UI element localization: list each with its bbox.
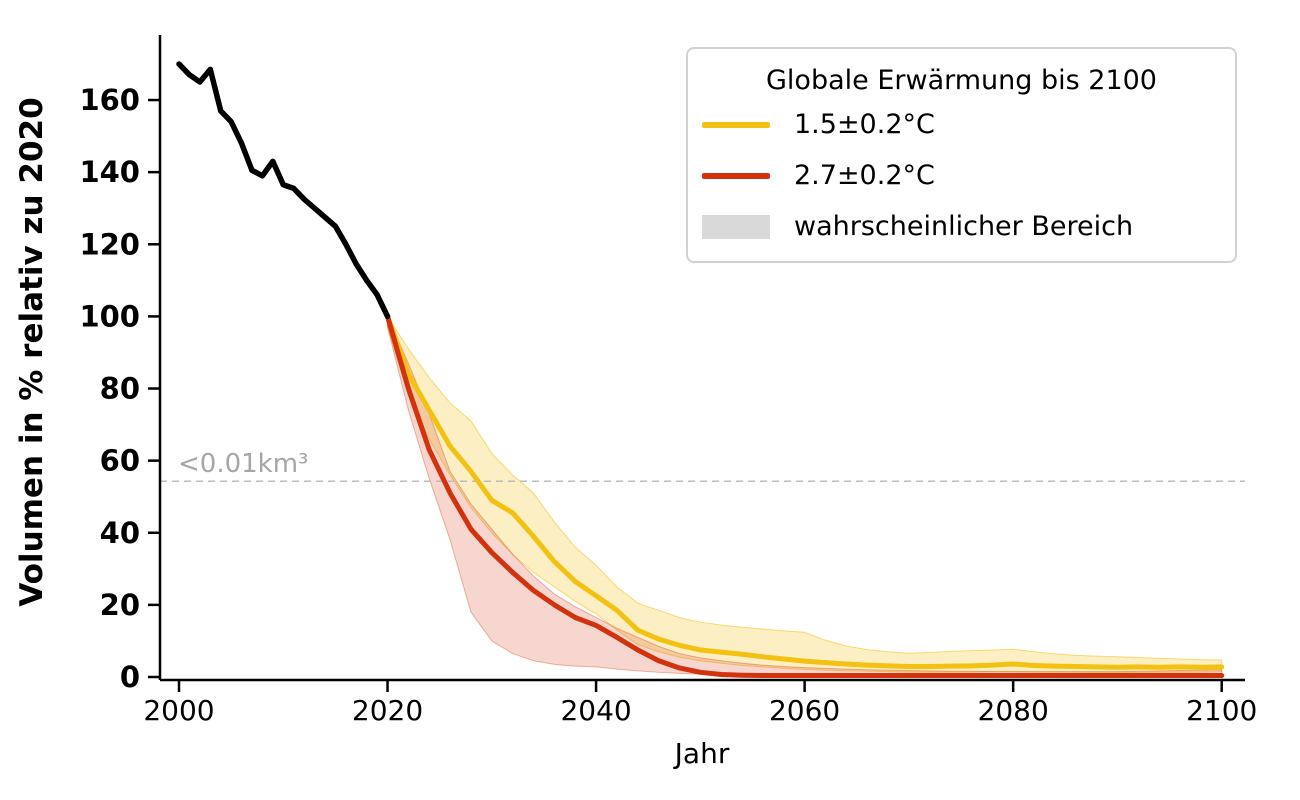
legend: Globale Erwärmung bis 2100 1.5±0.2°C 2.7… (686, 47, 1237, 263)
legend-row-warming-15: 1.5±0.2°C (688, 99, 1235, 150)
x-tick-label: 2060 (769, 694, 840, 727)
legend-line-swatch-15 (702, 121, 770, 128)
legend-row-likely-range: wahrscheinlicher Bereich (688, 201, 1235, 252)
y-tick-label: 40 (100, 516, 140, 550)
y-tick-label: 160 (79, 83, 140, 117)
legend-label-likely-range: wahrscheinlicher Bereich (794, 211, 1134, 242)
uncertainty-band-warming-1.5C (387, 314, 1223, 673)
y-tick-label: 100 (79, 299, 140, 333)
legend-label-warming-15: 1.5±0.2°C (794, 109, 935, 140)
y-tick-label: 140 (79, 155, 140, 189)
x-tick-label: 2040 (560, 694, 631, 727)
legend-row-warming-27: 2.7±0.2°C (688, 150, 1235, 201)
warming-2.7C-line (385, 313, 1225, 679)
x-axis-label: Jahr (674, 737, 730, 770)
historical-line (176, 61, 391, 320)
y-tick-label: 120 (79, 227, 140, 261)
y-tick-label: 60 (100, 444, 140, 478)
x-tick-label: 2080 (978, 694, 1049, 727)
legend-line-swatch-27 (702, 172, 770, 179)
x-tick-label: 2000 (143, 694, 214, 727)
threshold-label: <0.01km³ (178, 449, 309, 479)
y-tick-label: 80 (100, 372, 140, 406)
y-axis-label: Volumen in % relativ zu 2020 (14, 97, 50, 607)
warming-1.5C-line (385, 313, 1225, 670)
legend-title: Globale Erwärmung bis 2100 (766, 65, 1157, 96)
x-tick-label: 2100 (1186, 694, 1257, 727)
x-tick-label: 2020 (352, 694, 423, 727)
legend-patch-swatch-likely-range (702, 214, 770, 239)
legend-label-warming-27: 2.7±0.2°C (794, 160, 935, 191)
y-tick-label: 0 (120, 660, 140, 694)
y-tick-label: 20 (100, 588, 140, 622)
